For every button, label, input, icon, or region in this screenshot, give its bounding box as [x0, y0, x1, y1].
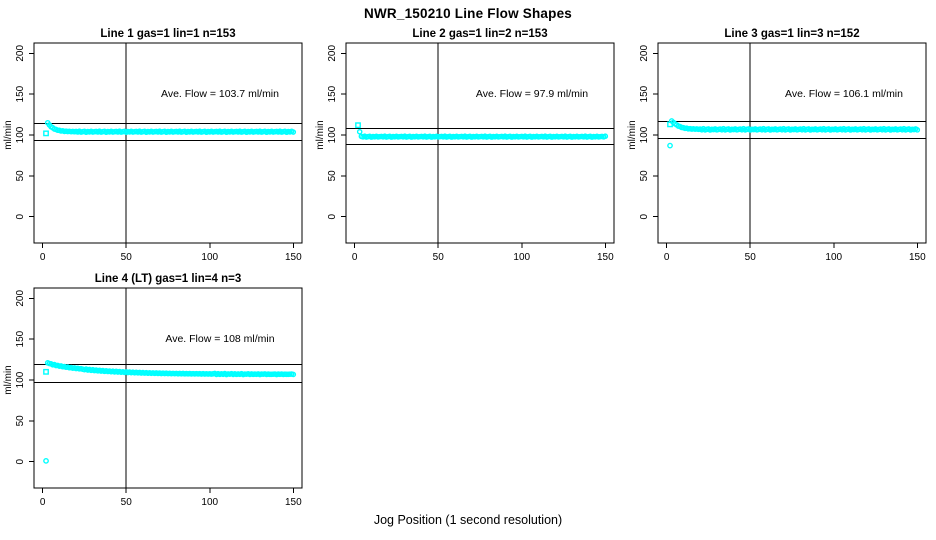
y-tick-label: 100 [327, 126, 338, 143]
first-point-square-marker [43, 368, 49, 375]
x-tick-label: 150 [285, 252, 302, 263]
data-points [44, 360, 297, 378]
outlier-point [667, 142, 673, 149]
y-tick-label: 0 [15, 458, 26, 464]
data-points [356, 128, 609, 140]
plot-box [33, 42, 303, 244]
data-points [668, 118, 921, 133]
x-tick-label: 150 [909, 252, 926, 263]
ave-flow-annotation-line-2: Ave. Flow = 97.9 ml/min [475, 88, 589, 100]
y-tick-label: 150 [327, 85, 338, 102]
ave-flow-annotation-line-4: Ave. Flow = 108 ml/min [165, 333, 275, 345]
x-tick-label: 100 [825, 252, 842, 263]
ave-flow-annotation-line-3: Ave. Flow = 106.1 ml/min [785, 88, 903, 100]
y-axis-label: ml/min [3, 120, 14, 149]
y-tick-label: 100 [15, 126, 26, 143]
ave-flow-annotation-line-1: Ave. Flow = 103.7 ml/min [161, 88, 279, 100]
plot-svg: 0 50 100 150 0 50 100 150 200 ml/min [3, 287, 303, 508]
x-axis-label: Jog Position (1 second resolution) [373, 513, 563, 527]
y-axis-label: ml/min [3, 365, 14, 394]
first-point-square-marker [43, 130, 49, 137]
y-tick-label: 0 [15, 213, 26, 219]
panel-line-2: 0 50 100 150 0 50 100 150 200 ml/min Line 2 gas=1… [312, 25, 624, 270]
x-tick-label: 50 [121, 252, 133, 263]
x-tick-label: 100 [201, 252, 218, 263]
y-axis-label: ml/min [627, 120, 638, 149]
x-tick-label: 0 [352, 252, 358, 263]
y-tick-label: 200 [639, 45, 650, 62]
x-tick-label: 150 [597, 252, 614, 263]
panel-line-3: 0 50 100 150 0 50 100 150 200 ml/min Line 3 gas=1… [624, 25, 936, 270]
y-tick-label: 200 [15, 290, 26, 307]
y-tick-label: 100 [15, 371, 26, 388]
outlier-point [43, 457, 49, 464]
y-tick-label: 200 [327, 45, 338, 62]
y-tick-label: 200 [15, 45, 26, 62]
page-title: NWR_150210 Line Flow Shapes [364, 6, 572, 21]
plot-box [33, 287, 303, 489]
y-tick-label: 150 [639, 85, 650, 102]
panel-title-line-4: Line 4 (LT) gas=1 lin=4 n=3 [94, 273, 242, 285]
y-axis-label: ml/min [315, 120, 326, 149]
x-tick-label: 50 [745, 252, 757, 263]
panel-title-line-1: Line 1 gas=1 lin=1 n=153 [100, 28, 236, 40]
first-point-square-marker [355, 122, 361, 129]
plot-svg: 0 50 100 150 0 50 100 150 200 ml/min [627, 42, 927, 263]
x-tick-label: 50 [433, 252, 445, 263]
y-tick-label: 0 [327, 213, 338, 219]
x-tick-label: 0 [664, 252, 670, 263]
y-tick-label: 50 [15, 415, 26, 427]
y-tick-label: 50 [327, 170, 338, 182]
panel-title-line-3: Line 3 gas=1 lin=3 n=152 [724, 28, 860, 40]
y-tick-label: 100 [639, 126, 650, 143]
plot-box [657, 42, 927, 244]
y-tick-label: 50 [15, 170, 26, 182]
plot-box [345, 42, 615, 244]
panel-title-line-2: Line 2 gas=1 lin=2 n=153 [412, 28, 548, 40]
panel-line-4: 0 50 100 150 0 50 100 150 200 ml/min Line 4 (LT) … [0, 270, 312, 515]
x-tick-label: 50 [121, 497, 133, 508]
data-points [44, 119, 297, 136]
x-tick-label: 100 [201, 497, 218, 508]
first-point-square-marker [667, 121, 673, 128]
plot-svg: 0 50 100 150 0 50 100 150 200 ml/min [3, 42, 303, 263]
y-tick-label: 150 [15, 330, 26, 347]
x-tick-label: 100 [513, 252, 530, 263]
x-tick-label: 150 [285, 497, 302, 508]
plot-svg: 0 50 100 150 0 50 100 150 200 ml/min [315, 42, 615, 263]
panel-line-1: 0 50 100 150 0 50 100 150 200 ml/min Line 1 gas=1… [0, 25, 312, 270]
y-tick-label: 150 [15, 85, 26, 102]
y-tick-label: 50 [639, 170, 650, 182]
y-tick-label: 0 [639, 213, 650, 219]
x-tick-label: 0 [40, 252, 46, 263]
x-tick-label: 0 [40, 497, 46, 508]
